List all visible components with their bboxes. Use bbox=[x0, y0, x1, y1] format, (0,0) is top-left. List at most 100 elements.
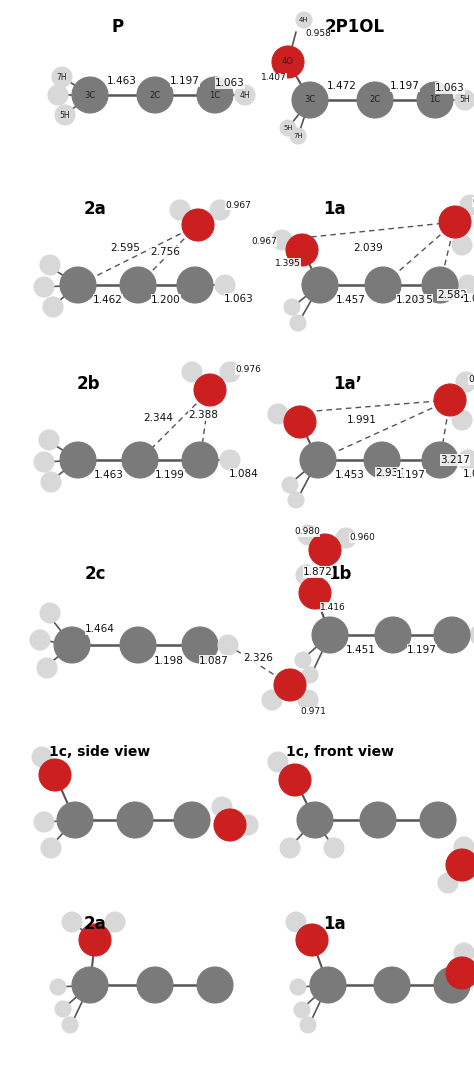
Text: 2c: 2c bbox=[84, 565, 106, 583]
Circle shape bbox=[434, 967, 470, 1003]
Circle shape bbox=[220, 362, 240, 382]
Text: 0.971: 0.971 bbox=[300, 707, 326, 717]
Text: 1.087: 1.087 bbox=[199, 656, 229, 666]
Text: 1.407: 1.407 bbox=[261, 74, 287, 82]
Circle shape bbox=[422, 268, 458, 303]
Text: 1.200: 1.200 bbox=[151, 295, 181, 305]
Circle shape bbox=[62, 1016, 78, 1033]
Text: 0.976: 0.976 bbox=[235, 366, 261, 374]
Circle shape bbox=[290, 315, 306, 331]
Circle shape bbox=[458, 275, 474, 295]
Circle shape bbox=[274, 669, 306, 701]
Text: 1c, front view: 1c, front view bbox=[286, 745, 394, 759]
Circle shape bbox=[434, 384, 466, 416]
Circle shape bbox=[284, 299, 300, 315]
Circle shape bbox=[357, 82, 393, 118]
Text: 0.958: 0.958 bbox=[305, 30, 331, 39]
Circle shape bbox=[460, 195, 474, 215]
Text: 2P1OL: 2P1OL bbox=[325, 18, 385, 36]
Text: 4H: 4H bbox=[299, 17, 309, 22]
Circle shape bbox=[34, 812, 54, 832]
Text: 1a: 1a bbox=[324, 200, 346, 218]
Text: 1.453: 1.453 bbox=[335, 470, 365, 480]
Text: 1.451: 1.451 bbox=[346, 645, 376, 655]
Text: 1C: 1C bbox=[210, 91, 220, 100]
Circle shape bbox=[182, 209, 214, 241]
Circle shape bbox=[220, 450, 240, 470]
Circle shape bbox=[417, 82, 453, 118]
Text: 1.197: 1.197 bbox=[407, 645, 437, 655]
Circle shape bbox=[295, 652, 311, 668]
Circle shape bbox=[282, 477, 298, 493]
Circle shape bbox=[302, 667, 318, 683]
Circle shape bbox=[296, 12, 312, 28]
Circle shape bbox=[174, 802, 210, 838]
Circle shape bbox=[39, 430, 59, 450]
Circle shape bbox=[422, 442, 458, 478]
Circle shape bbox=[364, 442, 400, 478]
Circle shape bbox=[55, 105, 75, 125]
Circle shape bbox=[34, 277, 54, 297]
Circle shape bbox=[300, 1016, 316, 1033]
Circle shape bbox=[39, 759, 71, 791]
Text: 7H: 7H bbox=[57, 73, 67, 81]
Circle shape bbox=[41, 838, 61, 858]
Text: 1.063: 1.063 bbox=[463, 294, 474, 304]
Circle shape bbox=[290, 128, 306, 144]
Circle shape bbox=[60, 268, 96, 303]
Circle shape bbox=[434, 617, 470, 653]
Circle shape bbox=[294, 1002, 310, 1018]
Text: 0.980: 0.980 bbox=[294, 528, 320, 536]
Text: 2.039: 2.039 bbox=[353, 243, 383, 253]
Circle shape bbox=[120, 627, 156, 663]
Circle shape bbox=[279, 764, 311, 796]
Circle shape bbox=[210, 200, 230, 220]
Text: 2a: 2a bbox=[83, 200, 106, 218]
Circle shape bbox=[439, 207, 471, 238]
Circle shape bbox=[438, 873, 458, 893]
Circle shape bbox=[120, 268, 156, 303]
Circle shape bbox=[286, 234, 318, 266]
Circle shape bbox=[446, 849, 474, 881]
Circle shape bbox=[288, 492, 304, 508]
Text: 1.463: 1.463 bbox=[94, 470, 124, 480]
Circle shape bbox=[214, 809, 246, 841]
Circle shape bbox=[177, 268, 213, 303]
Circle shape bbox=[292, 82, 328, 118]
Text: 4O: 4O bbox=[282, 58, 294, 66]
Text: 1.197: 1.197 bbox=[390, 81, 420, 91]
Circle shape bbox=[40, 603, 60, 623]
Circle shape bbox=[218, 635, 238, 655]
Text: 2C: 2C bbox=[149, 91, 161, 100]
Circle shape bbox=[470, 625, 474, 645]
Circle shape bbox=[272, 230, 292, 250]
Text: 2.595: 2.595 bbox=[110, 243, 140, 253]
Text: 1.872: 1.872 bbox=[303, 567, 333, 577]
Text: 3C: 3C bbox=[84, 91, 96, 100]
Text: 1.203: 1.203 bbox=[396, 295, 426, 305]
Circle shape bbox=[60, 442, 96, 478]
Circle shape bbox=[54, 627, 90, 663]
Circle shape bbox=[440, 981, 460, 1002]
Circle shape bbox=[272, 46, 304, 78]
Text: 0.960: 0.960 bbox=[349, 534, 375, 542]
Circle shape bbox=[137, 967, 173, 1003]
Text: 1.063: 1.063 bbox=[224, 294, 254, 304]
Text: 1.464: 1.464 bbox=[85, 624, 115, 635]
Circle shape bbox=[34, 452, 54, 472]
Text: 1.197: 1.197 bbox=[396, 470, 426, 480]
Text: 4H: 4H bbox=[240, 91, 250, 100]
Circle shape bbox=[452, 410, 472, 430]
Circle shape bbox=[194, 374, 226, 406]
Circle shape bbox=[454, 837, 474, 857]
Circle shape bbox=[182, 362, 202, 382]
Text: 2.388: 2.388 bbox=[188, 410, 218, 421]
Circle shape bbox=[238, 815, 258, 835]
Circle shape bbox=[365, 268, 401, 303]
Text: 1.063: 1.063 bbox=[215, 78, 245, 88]
Circle shape bbox=[43, 297, 63, 317]
Circle shape bbox=[62, 912, 82, 932]
Circle shape bbox=[297, 802, 333, 838]
Text: 2.756: 2.756 bbox=[150, 247, 180, 257]
Circle shape bbox=[235, 85, 255, 105]
